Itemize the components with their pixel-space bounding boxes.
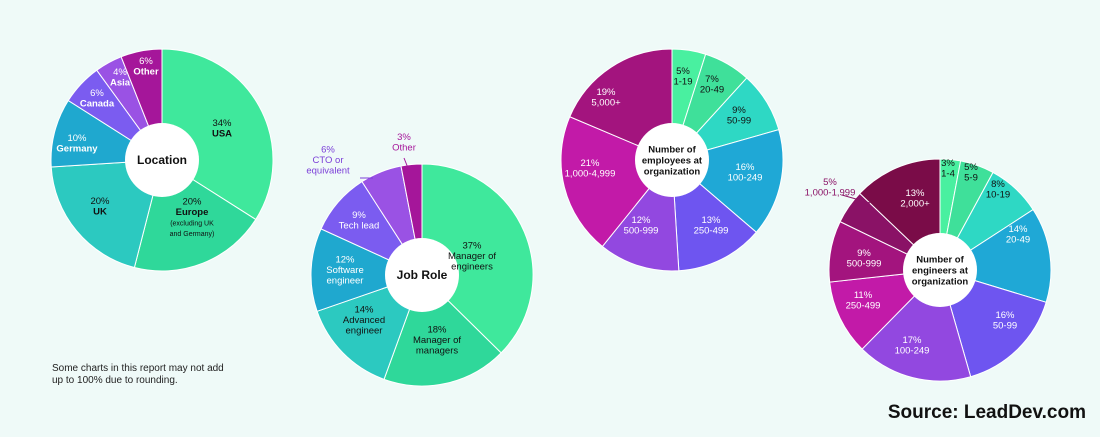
slice-label-5-9: 5% 5-9 [964, 162, 978, 184]
slice-label-100-249: 16% 100-249 [728, 162, 763, 184]
slice-label-advanced-engineer: 14% Advanced engineer [343, 305, 385, 337]
slice-label-canada: 6% Canada [80, 88, 115, 110]
slice-label-250-499: 13% 250-499 [694, 215, 729, 237]
slice-label-1-000-1-999: 5% 1,000-1,999 [805, 177, 856, 199]
slice-uk [50, 159, 163, 269]
leader-line [403, 157, 409, 169]
chart-title: Number of engineers at organization [912, 254, 969, 287]
slice-label-5-000: 19% 5,000+ [591, 87, 621, 109]
slice-label-cto-or-equivalent: 6% CTO or equivalent [306, 145, 350, 177]
slice-label-other: 3% Other [392, 132, 416, 154]
slice-label-20-49: 7% 20-49 [700, 74, 724, 96]
slice-label-2-000: 13% 2,000+ [900, 188, 930, 210]
slice-label-software-engineer: 12% Software engineer [326, 255, 364, 287]
slice-label-50-99: 16% 50-99 [993, 310, 1017, 332]
slice-label-10-19: 8% 10-19 [986, 179, 1010, 201]
slice-label-tech-lead: 9% Tech lead [339, 210, 380, 232]
slice-label-europe: 20% Europe (excluding UK and Germany) [170, 196, 215, 238]
slice-label-asia: 4% Asia [110, 67, 131, 89]
source-credit: Source: LeadDev.com [887, 402, 1086, 423]
donut-hole [125, 123, 199, 197]
footnote: Some charts in this report may not add u… [52, 363, 224, 386]
slice-label-250-499: 11% 250-499 [846, 290, 881, 312]
slice-label-1-000-4-999: 21% 1,000-4,999 [565, 158, 616, 180]
slice-5-000 [569, 48, 673, 161]
slice-label-1-19: 5% 1-19 [673, 66, 692, 88]
slice-label-uk: 20% UK [90, 196, 110, 218]
slice-label-50-99: 9% 50-99 [727, 105, 751, 127]
chart-number-of-employees-at-organization: Number of employees at organization 5% 1-19 7… [560, 48, 784, 272]
slice-label-other: 6% Other [133, 56, 159, 78]
slice-manager-of-engineers [421, 163, 534, 354]
donut-hole [635, 123, 709, 197]
slice-label-20-49: 14% 20-49 [1006, 224, 1030, 246]
chart-location: Location 34% USA 20% Europe (excluding UK and … [50, 48, 274, 272]
slice-label-100-249: 17% 100-249 [895, 335, 930, 357]
slice-label-500-999: 12% 500-999 [624, 215, 659, 237]
leader-line [841, 194, 871, 204]
slice-label-500-999: 9% 500-999 [847, 248, 882, 269]
donut-hole [385, 238, 459, 312]
chart-title: Location [137, 153, 187, 167]
chart-title: Job Role [397, 268, 448, 282]
slice-50-99 [939, 269, 1047, 378]
chart-number-of-engineers-at-organization: Number of engineers at organization 3% 1-4 5%… [805, 158, 1052, 382]
slice-label-manager-of-managers: 18% Manager of managers [413, 325, 461, 357]
slice-20-49 [938, 208, 1052, 303]
slice-label-germany: 10% Germany [56, 133, 98, 155]
slice-label-usa: 34% USA [212, 118, 232, 140]
chart-title: Number of employees at organization [642, 144, 703, 177]
slice-software-engineer [310, 228, 424, 312]
slice-label-manager-of-engineers: 37% Manager of engineers [448, 241, 496, 273]
slice-label-1-4: 3% 1-4 [941, 158, 955, 180]
donut-hole [903, 233, 977, 307]
